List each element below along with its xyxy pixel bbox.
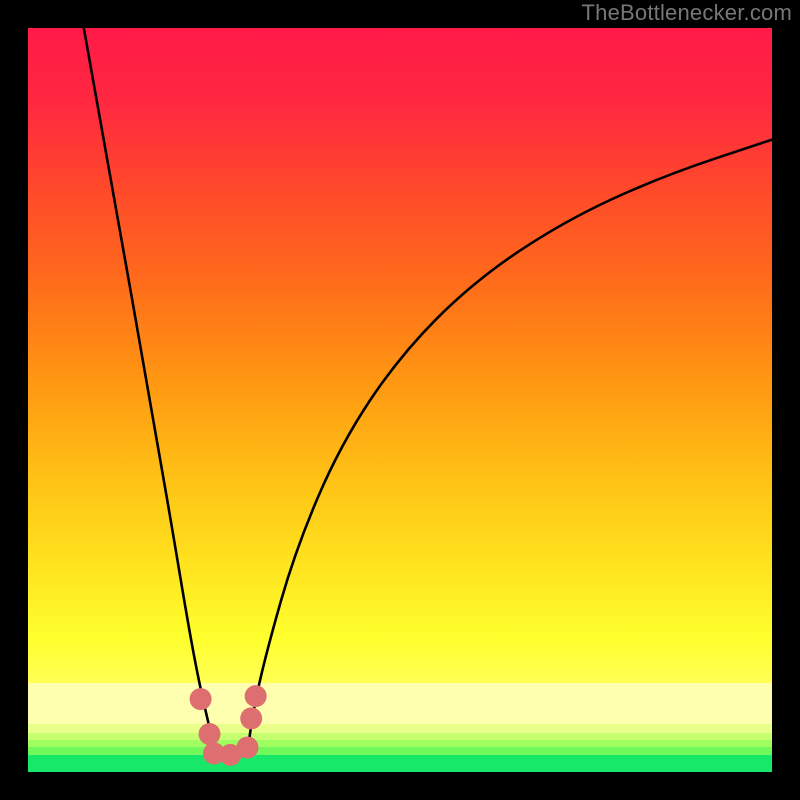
color-band — [28, 683, 772, 724]
color-band — [28, 733, 772, 740]
color-band — [28, 747, 772, 754]
color-band — [28, 740, 772, 747]
color-band — [28, 724, 772, 733]
plot-area — [28, 28, 772, 772]
watermark-label: TheBottlenecker.com — [582, 0, 792, 26]
chart-container: TheBottlenecker.com — [0, 0, 800, 800]
gradient-background — [28, 28, 772, 772]
color-band — [28, 755, 772, 772]
